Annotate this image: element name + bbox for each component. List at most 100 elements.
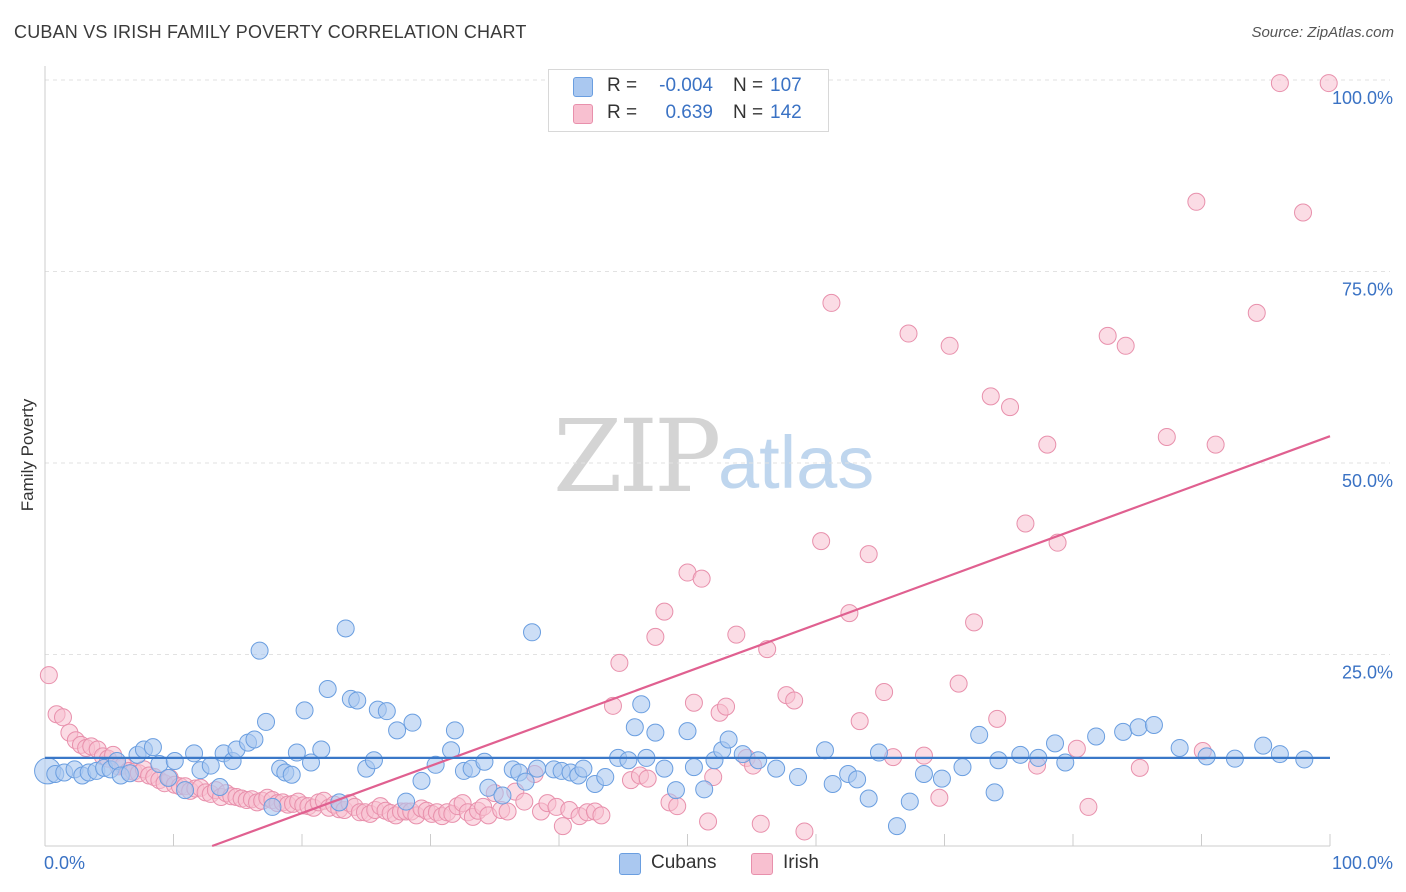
cuban-point: [523, 623, 542, 642]
legend-swatch-cubans: [573, 77, 593, 97]
irish-point: [646, 627, 665, 646]
irish-point: [949, 674, 968, 693]
legend-r-label: R =: [607, 75, 638, 96]
cuban-point: [859, 789, 878, 808]
cuban-point: [985, 783, 1004, 802]
irish-point: [53, 708, 72, 727]
cuban-point: [377, 702, 396, 721]
legend-r-value-cubans: -0.004: [659, 75, 713, 96]
cuban-point: [143, 738, 162, 757]
cuban-point: [176, 781, 195, 800]
cuban-point: [655, 759, 674, 778]
irish-point: [1157, 427, 1176, 446]
irish-point: [1187, 192, 1206, 211]
cuban-point: [348, 691, 367, 710]
irish-point: [684, 693, 703, 712]
irish-point: [1247, 303, 1266, 322]
cuban-point: [210, 778, 229, 797]
source-credit: Source: ZipAtlas.com: [1251, 24, 1394, 41]
legend-r-label: R =: [607, 102, 638, 123]
cuban-point: [159, 768, 178, 787]
cuban-point: [619, 751, 638, 770]
y-tick-label: 25.0%: [1342, 663, 1393, 683]
cuban-point: [282, 765, 301, 784]
cuban-point: [869, 743, 888, 762]
irish-point: [1294, 203, 1313, 222]
bottom-legend-swatch-cubans: [619, 853, 641, 875]
irish-point: [39, 666, 58, 685]
y-tick-label: 50.0%: [1342, 471, 1393, 491]
legend-n-label: N =: [733, 75, 764, 96]
cuban-point: [475, 752, 494, 771]
irish-point: [795, 822, 814, 841]
cuban-point: [733, 745, 752, 764]
irish-point: [1001, 398, 1020, 417]
cuban-point: [719, 730, 738, 749]
bottom-legend-label-cubans: Cubans: [651, 852, 717, 873]
cuban-point: [1197, 747, 1216, 766]
irish-point: [859, 545, 878, 564]
cuban-point: [1254, 736, 1273, 755]
irish-point: [1319, 74, 1338, 93]
y-tick-label: 100.0%: [1332, 88, 1393, 108]
irish-point: [1130, 758, 1149, 777]
irish-point: [1206, 435, 1225, 454]
irish-point: [822, 293, 841, 312]
cuban-point: [397, 792, 416, 811]
cuban-point: [528, 759, 547, 778]
stats-legend: R = -0.004 N = 107 R = 0.639 N = 142: [548, 69, 829, 132]
cuban-point: [1056, 753, 1075, 772]
cuban-point: [318, 679, 337, 698]
cuban-point: [263, 797, 282, 816]
cuban-point: [1046, 734, 1065, 753]
irish-point: [940, 336, 959, 355]
cuban-point: [1170, 738, 1189, 757]
legend-r-value-irish: 0.639: [665, 102, 713, 123]
cuban-point: [493, 786, 512, 805]
cuban-point: [1270, 745, 1289, 764]
legend-swatch-irish: [573, 104, 593, 124]
cuban-point: [412, 771, 431, 790]
bottom-legend-label-irish: Irish: [783, 852, 819, 873]
cuban-point: [900, 792, 919, 811]
cuban-point: [516, 772, 535, 791]
cuban-point: [632, 695, 651, 714]
cuban-point: [823, 774, 842, 793]
irish-point: [899, 324, 918, 343]
irish-point: [692, 569, 711, 588]
irish-point: [988, 709, 1007, 728]
x-tick-label: 0.0%: [44, 853, 85, 873]
cuban-point: [887, 817, 906, 836]
irish-point: [592, 806, 611, 825]
cuban-point: [1129, 718, 1148, 737]
irish-point: [515, 792, 534, 811]
cuban-point: [596, 768, 615, 787]
irish-trend-line: [211, 435, 1331, 848]
cuban-point: [245, 730, 264, 749]
irish-point: [668, 797, 687, 816]
irish-point: [553, 817, 572, 836]
irish-point: [638, 769, 657, 788]
cuban-point: [848, 770, 867, 789]
y-tick-label: 75.0%: [1342, 280, 1393, 300]
cuban-point: [625, 718, 644, 737]
legend-n-value-irish: 142: [770, 102, 802, 123]
cuban-point: [445, 721, 464, 740]
irish-point: [785, 691, 804, 710]
bottom-legend-cubans: Cubans: [619, 851, 729, 877]
cuban-point: [1144, 715, 1163, 734]
legend-n-value-cubans: 107: [770, 75, 802, 96]
cuban-point: [165, 751, 184, 770]
irish-point: [1270, 74, 1289, 93]
irish-point: [875, 683, 894, 702]
cuban-point: [684, 758, 703, 777]
legend-row-irish: R = 0.639 N = 142: [549, 101, 828, 127]
cuban-point: [312, 740, 331, 759]
irish-point: [812, 532, 831, 551]
irish-point: [498, 802, 517, 821]
irish-point: [751, 814, 770, 833]
legend-n-label: N =: [733, 102, 764, 123]
irish-point: [1016, 514, 1035, 533]
irish-point: [1038, 435, 1057, 454]
cuban-point: [1087, 727, 1106, 746]
